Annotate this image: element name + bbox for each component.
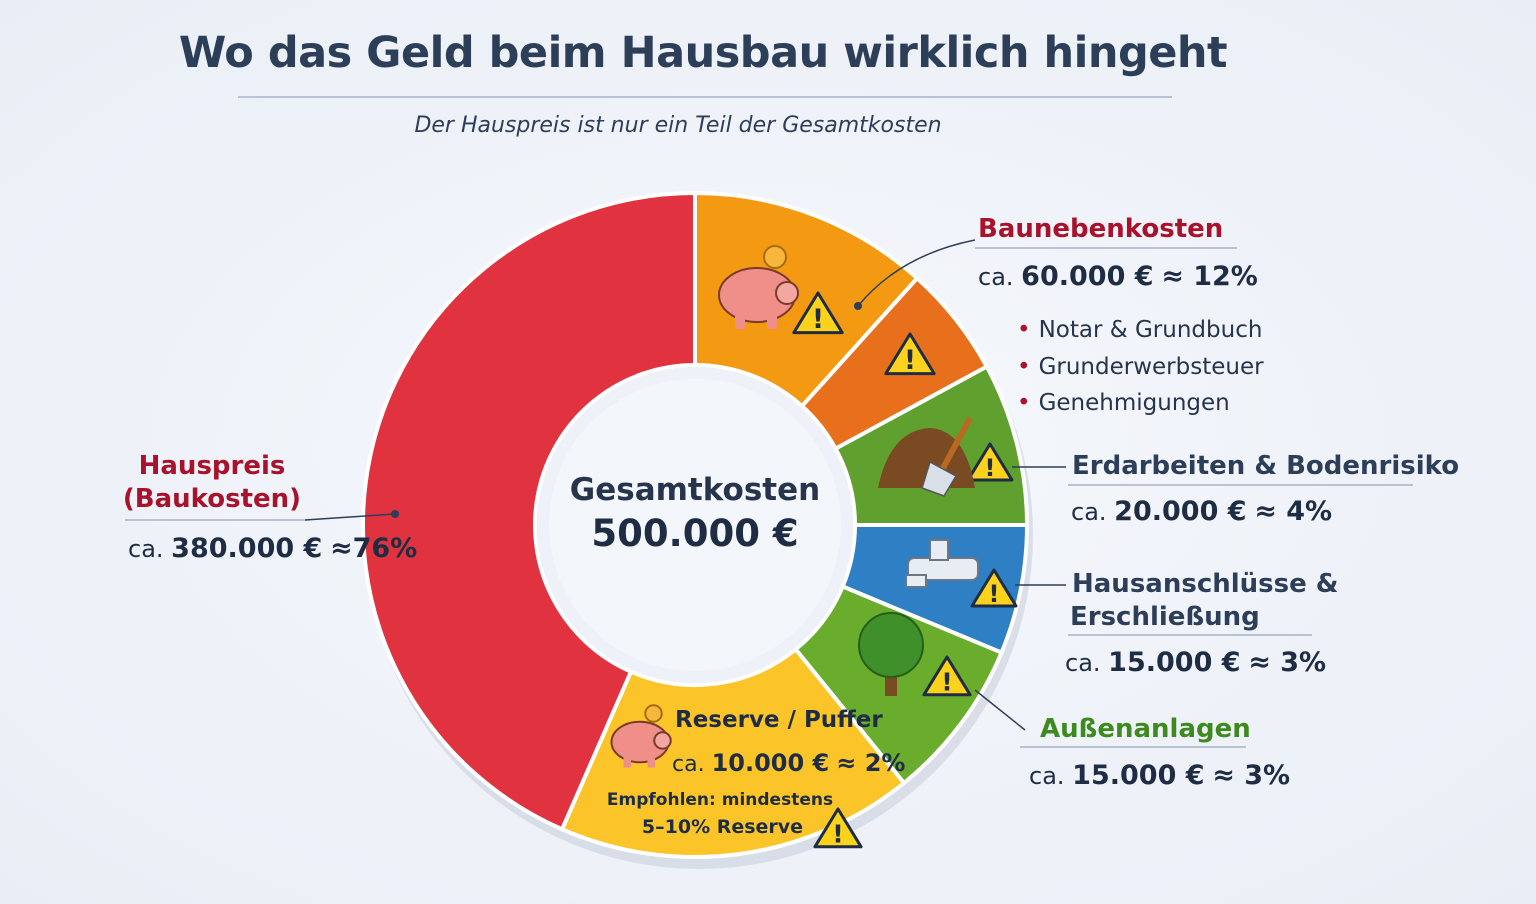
- reserve-note-line1: Empfohlen: mindestens: [606, 790, 834, 810]
- warning-exclamation: !: [832, 820, 844, 849]
- bullet-item: • Genehmigungen: [1017, 390, 1230, 416]
- value-reserve: ca. 10.000 € ≈ 2%: [672, 749, 906, 777]
- warning-triangle-icon: [813, 807, 863, 849]
- label-hausanschluesse-line1: Hausanschlüsse &: [1072, 569, 1339, 599]
- leader-aussenanlagen: [974, 689, 1026, 731]
- coin-icon: [763, 245, 787, 269]
- label-hauspreis-line2: (Baukosten): [122, 484, 302, 514]
- bullet-item: • Notar & Grundbuch: [1017, 317, 1263, 343]
- value-aussenanlagen: ca. 15.000 € ≈ 3%: [1029, 760, 1291, 791]
- pig-leg: [735, 315, 745, 329]
- label-baunebenkosten: Baunebenkosten: [978, 214, 1224, 244]
- coin-icon: [644, 704, 663, 723]
- title-divider: [238, 96, 1172, 98]
- amount: 60.000 €: [1021, 261, 1154, 292]
- pig-leg: [767, 315, 777, 329]
- label-aussenanlagen: Außenanlagen: [1040, 714, 1251, 744]
- tap-handle: [929, 539, 949, 561]
- leader-baunebenkosten: [857, 239, 976, 307]
- leader-hauspreis: [304, 513, 396, 521]
- leader-dot: [854, 302, 862, 310]
- warning-triangle-icon: [884, 332, 936, 376]
- donut-hole-inner: [549, 379, 841, 671]
- warning-triangle-icon: [966, 442, 1014, 482]
- label-rule: [125, 519, 305, 521]
- warning-exclamation: !: [941, 668, 953, 697]
- label-erdarbeiten: Erdarbeiten & Bodenrisiko: [1072, 451, 1460, 481]
- pig-snout: [775, 281, 799, 305]
- value-hauspreis: ca. 380.000 € ≈76%: [128, 533, 418, 564]
- value-erdarbeiten: ca. 20.000 € ≈ 4%: [1071, 496, 1333, 527]
- leader-dot: [391, 510, 399, 518]
- slice-baunebenkosten: [693, 190, 920, 409]
- label-hauspreis-line1: Hauspreis: [138, 451, 286, 481]
- pig-leg: [623, 757, 631, 768]
- shovel-icon: [939, 416, 973, 472]
- prefix: ca.: [978, 263, 1014, 291]
- warning-triangle-icon: [792, 291, 844, 335]
- reserve-note-line2: 5–10% Reserve: [641, 816, 804, 838]
- label-rule: [1068, 484, 1413, 486]
- slice-reserve: [559, 646, 907, 859]
- value-hausanschluesse: ca. 15.000 € ≈ 3%: [1065, 647, 1327, 678]
- percent: ≈ 12%: [1161, 261, 1258, 292]
- label-hausanschluesse-line2: Erschließung: [1070, 602, 1260, 632]
- chart-subtitle: Der Hauspreis ist nur ein Teil der Gesam…: [414, 113, 942, 138]
- label-rule: [1020, 746, 1246, 748]
- pig-snout: [653, 731, 672, 750]
- label-reserve: Reserve / Puffer: [675, 707, 883, 733]
- warning-triangle-icon: [922, 655, 972, 697]
- warning-exclamation: !: [985, 454, 996, 482]
- bullet-item: • Grunderwerbsteuer: [1017, 354, 1264, 380]
- warning-exclamation: !: [812, 304, 824, 335]
- tap-spout: [905, 574, 927, 588]
- warning-exclamation: !: [989, 580, 1000, 608]
- pig-leg: [647, 757, 655, 768]
- label-rule: [1068, 634, 1312, 636]
- value-baunebenkosten: ca. 60.000 € ≈ 12%: [978, 261, 1258, 292]
- warning-exclamation: !: [904, 345, 916, 376]
- center-label: Gesamtkosten: [569, 472, 821, 508]
- shovel-blade: [921, 460, 958, 497]
- center-value: 500.000 €: [591, 512, 799, 555]
- label-rule: [975, 247, 1237, 249]
- tree-icon: [858, 612, 924, 678]
- chart-title: Wo das Geld beim Hausbau wirklich hingeh…: [178, 28, 1228, 78]
- slice-hauspreis: [361, 190, 697, 832]
- warning-triangle-icon: [970, 568, 1018, 608]
